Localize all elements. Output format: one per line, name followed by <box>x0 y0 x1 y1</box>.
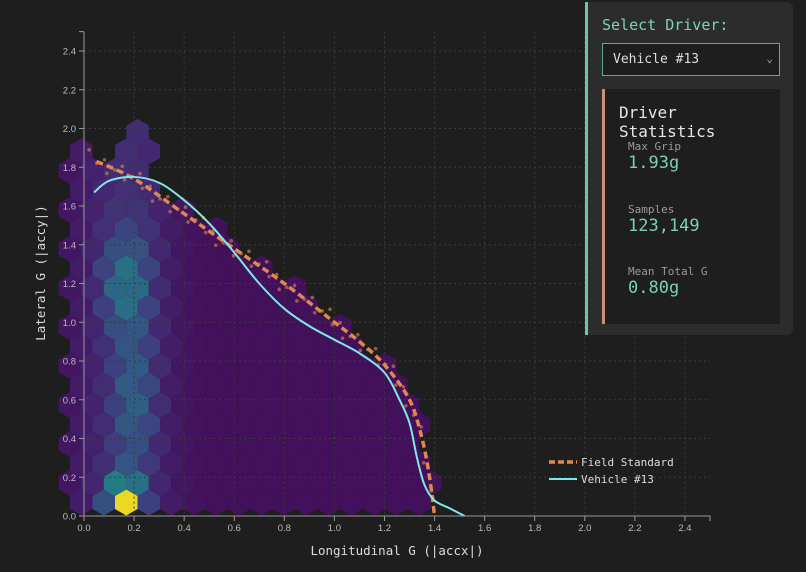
legend-field-label: Field Standard <box>581 456 674 469</box>
stat-samples-label: Samples <box>628 203 675 216</box>
y-tick-label: 1.8 <box>63 163 76 174</box>
stat-samples-value: 123,149 <box>628 216 700 236</box>
stat-mean-total-g-value: 0.80g <box>628 278 680 298</box>
y-tick-label: 1.2 <box>63 279 76 290</box>
y-tick-label: 1.0 <box>63 318 76 329</box>
x-tick-label: 1.6 <box>478 523 491 534</box>
y-tick-label: 0.8 <box>63 357 76 368</box>
axes: 0.0 0.2 0.4 0.6 0.8 1.0 1.2 1.4 1.6 1.8 2.0 2.2 2.4 0… <box>63 31 711 534</box>
y-tick-label: 0.0 <box>63 512 76 523</box>
y-tick-label: 2.4 <box>63 47 76 58</box>
stats-title: Driver Statistics <box>619 103 716 141</box>
x-tick-label: 1.4 <box>428 523 441 534</box>
stat-mean-total-g-label: Mean Total G <box>628 265 708 278</box>
x-tick-label: 2.4 <box>678 523 691 534</box>
legend-vehicle-label: Vehicle #13 <box>581 473 654 486</box>
x-tick-label: 0.2 <box>127 523 140 534</box>
driver-panel: Select Driver: Vehicle #13 ⌄ Driver Stat… <box>585 2 793 335</box>
y-tick-label: 0.2 <box>63 473 76 484</box>
vehicle-line <box>93 175 466 517</box>
select-driver-label: Select Driver: <box>602 16 729 34</box>
y-axis-label: Lateral G (|accy|) <box>33 205 48 340</box>
y-tick-label: 2.0 <box>63 124 76 135</box>
x-tick-label: 1.2 <box>378 523 391 534</box>
field-standard-line <box>95 159 437 517</box>
driver-select[interactable]: Vehicle #13 ⌄ <box>602 43 780 76</box>
x-tick-label: 0.8 <box>278 523 291 534</box>
y-tick-label: 1.4 <box>63 240 76 251</box>
chevron-down-icon: ⌄ <box>766 52 773 65</box>
x-tick-label: 0.6 <box>228 523 241 534</box>
x-tick-label: 1.0 <box>328 523 341 534</box>
x-tick-label: 0.4 <box>178 523 191 534</box>
y-tick-label: 0.4 <box>63 434 76 445</box>
x-axis-label: Longitudinal G (|accx|) <box>310 543 483 558</box>
x-tick-label: 2.0 <box>578 523 591 534</box>
y-tick-label: 2.2 <box>63 85 76 96</box>
driver-select-value: Vehicle #13 <box>613 52 700 67</box>
driver-statistics-card: Driver Statistics Max Grip 1.93g Samples… <box>602 89 780 324</box>
stat-max-grip-value: 1.93g <box>628 153 680 173</box>
y-tick-label: 1.6 <box>63 202 76 213</box>
x-tick-label: 0.0 <box>77 523 90 534</box>
legend: Field Standard Vehicle #13 <box>549 456 674 486</box>
stat-max-grip-label: Max Grip <box>628 140 681 153</box>
y-tick-label: 0.6 <box>63 395 76 406</box>
x-tick-label: 2.2 <box>628 523 641 534</box>
x-tick-label: 1.8 <box>528 523 541 534</box>
